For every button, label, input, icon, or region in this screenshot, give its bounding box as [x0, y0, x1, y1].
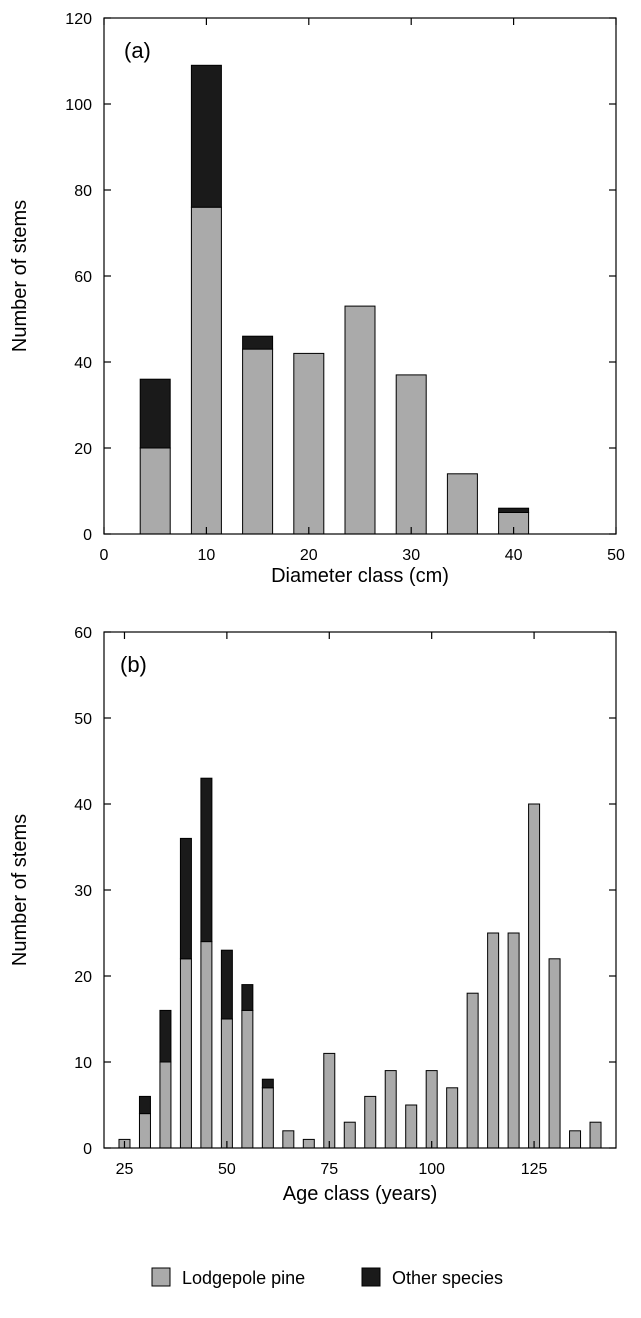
y-axis-title: Number of stems [9, 814, 31, 966]
chart-a-diameter-class: 0 20 40 60 80 100 120 0 10 20 30 40 50 Diameter class… [9, 11, 625, 587]
y-tick-label: 40 [74, 355, 92, 372]
bar-lodgepole-pine-125 [529, 804, 540, 1148]
bar-lodgepole-pine-25 [345, 306, 375, 534]
y-tick-label: 30 [74, 883, 92, 900]
x-tick-label: 50 [218, 1161, 236, 1178]
bar-lodgepole-pine-5 [140, 448, 170, 534]
bar-other-species-40 [499, 508, 529, 512]
bar-lodgepole-pine-140 [590, 1122, 601, 1148]
bar-lodgepole-pine-35 [160, 1062, 171, 1148]
y-tick-label: 0 [83, 527, 92, 544]
y-tick-label: 40 [74, 797, 92, 814]
y-tick-label: 60 [74, 269, 92, 286]
bar-lodgepole-pine-50 [221, 1019, 232, 1148]
y-tick-label: 10 [74, 1055, 92, 1072]
bar-lodgepole-pine-40 [180, 959, 191, 1148]
y-tick-label: 60 [74, 625, 92, 642]
bar-lodgepole-pine-100 [426, 1071, 437, 1148]
legend-label-lodgepole-pine: Lodgepole pine [182, 1268, 305, 1288]
y-tick-label: 80 [74, 183, 92, 200]
bar-other-species-15 [243, 336, 273, 349]
bar-lodgepole-pine-10 [191, 207, 221, 534]
bar-other-species-45 [201, 778, 212, 941]
y-tick-label: 0 [83, 1141, 92, 1158]
y-tick-label: 20 [74, 969, 92, 986]
x-tick-label: 25 [116, 1161, 134, 1178]
bar-lodgepole-pine-60 [262, 1088, 273, 1148]
y-tick-label: 50 [74, 711, 92, 728]
x-tick-label: 20 [300, 547, 318, 564]
bar-lodgepole-pine-80 [344, 1122, 355, 1148]
x-tick-label: 50 [607, 547, 625, 564]
bar-lodgepole-pine-130 [549, 959, 560, 1148]
bar-other-species-55 [242, 985, 253, 1011]
x-axis-title: Diameter class (cm) [271, 565, 449, 587]
bar-other-species-10 [191, 65, 221, 207]
bar-lodgepole-pine-75 [324, 1053, 335, 1148]
bar-lodgepole-pine-45 [201, 942, 212, 1148]
bar-lodgepole-pine-120 [508, 933, 519, 1148]
x-tick-label: 40 [505, 547, 523, 564]
y-tick-label: 100 [65, 97, 92, 114]
y-tick-label: 120 [65, 11, 92, 28]
panel-label: (b) [120, 652, 147, 677]
bar-lodgepole-pine-55 [242, 1010, 253, 1148]
bar-lodgepole-pine-20 [294, 353, 324, 534]
legend-swatch-other-species [362, 1268, 380, 1286]
bar-lodgepole-pine-115 [488, 933, 499, 1148]
bar-lodgepole-pine-105 [447, 1088, 458, 1148]
y-tick-label: 20 [74, 441, 92, 458]
bar-other-species-50 [221, 950, 232, 1019]
x-tick-label: 125 [521, 1161, 548, 1178]
bar-lodgepole-pine-70 [303, 1139, 314, 1148]
x-tick-label: 10 [198, 547, 216, 564]
x-tick-label: 100 [418, 1161, 445, 1178]
bar-lodgepole-pine-85 [365, 1096, 376, 1148]
bar-lodgepole-pine-15 [243, 349, 273, 534]
legend: Lodgepole pine Other species [152, 1268, 503, 1288]
bar-other-species-35 [160, 1010, 171, 1062]
bar-lodgepole-pine-135 [570, 1131, 581, 1148]
bar-lodgepole-pine-95 [406, 1105, 417, 1148]
x-axis-title: Age class (years) [283, 1183, 438, 1205]
bar-lodgepole-pine-110 [467, 993, 478, 1148]
bar-lodgepole-pine-35 [447, 474, 477, 534]
bar-other-species-5 [140, 379, 170, 448]
bar-lodgepole-pine-90 [385, 1071, 396, 1148]
x-tick-label: 75 [320, 1161, 338, 1178]
y-axis-title: Number of stems [9, 200, 31, 352]
bar-lodgepole-pine-65 [283, 1131, 294, 1148]
bar-lodgepole-pine-30 [396, 375, 426, 534]
chart-b-age-class: 0 10 20 30 40 50 60 25 50 75 100 125 Age class (year… [9, 625, 616, 1205]
legend-swatch-lodgepole-pine [152, 1268, 170, 1286]
legend-label-other-species: Other species [392, 1268, 503, 1288]
x-tick-label: 30 [402, 547, 420, 564]
x-tick-label: 0 [100, 547, 109, 564]
panel-label: (a) [124, 38, 151, 63]
bar-other-species-30 [139, 1096, 150, 1113]
bar-lodgepole-pine-30 [139, 1114, 150, 1148]
bar-other-species-60 [262, 1079, 273, 1088]
bar-other-species-40 [180, 838, 191, 958]
